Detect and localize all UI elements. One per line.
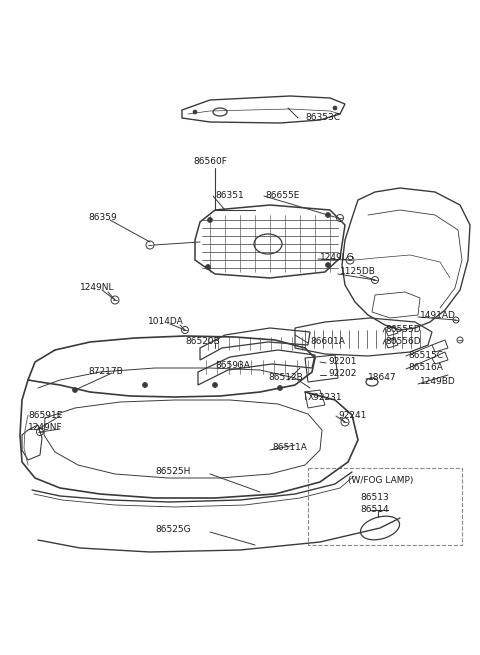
Text: 86555D: 86555D <box>385 326 420 335</box>
Circle shape <box>333 106 337 110</box>
Circle shape <box>193 110 197 114</box>
Text: 86515C: 86515C <box>408 350 443 360</box>
Circle shape <box>213 383 217 388</box>
Text: 86511A: 86511A <box>272 443 307 453</box>
Circle shape <box>143 383 147 388</box>
Text: 92241: 92241 <box>338 411 366 419</box>
Text: 86601A: 86601A <box>310 337 345 346</box>
Text: 86525H: 86525H <box>155 468 191 476</box>
Text: 1125DB: 1125DB <box>340 267 376 276</box>
Text: 86525G: 86525G <box>155 525 191 534</box>
Text: 87217B: 87217B <box>88 367 123 377</box>
Text: 92201: 92201 <box>328 358 357 367</box>
Circle shape <box>72 388 77 392</box>
Text: 1249BD: 1249BD <box>420 377 456 386</box>
Circle shape <box>207 217 213 223</box>
Text: 86353C: 86353C <box>305 113 340 122</box>
Text: 86359: 86359 <box>88 214 117 223</box>
Text: 86516A: 86516A <box>408 364 443 373</box>
Text: 1249LG: 1249LG <box>320 253 355 263</box>
Text: 86520B: 86520B <box>185 337 220 346</box>
Text: 86351: 86351 <box>215 191 244 200</box>
Text: 92202: 92202 <box>328 369 356 379</box>
Text: 86513: 86513 <box>360 493 389 502</box>
Circle shape <box>325 212 331 217</box>
Text: 1249NL: 1249NL <box>80 284 115 293</box>
Text: 86591E: 86591E <box>28 411 62 419</box>
Circle shape <box>277 386 283 390</box>
Text: X92231: X92231 <box>308 394 343 403</box>
Text: 86556D: 86556D <box>385 337 420 346</box>
Text: 1014DA: 1014DA <box>148 318 184 326</box>
Text: 18647: 18647 <box>368 373 396 383</box>
Text: 1249NF: 1249NF <box>28 424 62 432</box>
Text: 86512B: 86512B <box>268 373 303 383</box>
Text: 86655E: 86655E <box>265 191 300 200</box>
Text: 86560F: 86560F <box>193 157 227 166</box>
Text: 86593A: 86593A <box>215 360 250 369</box>
Circle shape <box>325 263 331 267</box>
Text: 86514: 86514 <box>360 506 389 514</box>
Text: 1491AD: 1491AD <box>420 310 456 320</box>
Circle shape <box>205 265 211 269</box>
Bar <box>308 468 462 545</box>
Text: (W/FOG LAMP): (W/FOG LAMP) <box>348 476 413 485</box>
